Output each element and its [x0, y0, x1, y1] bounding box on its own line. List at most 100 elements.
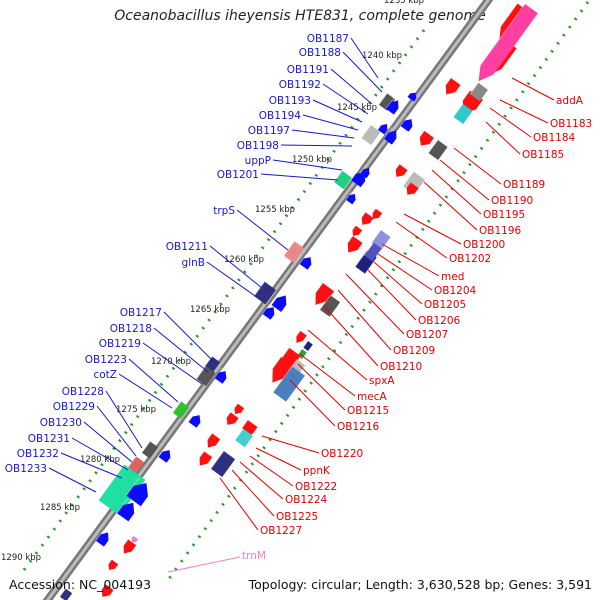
gene-block[interactable] — [253, 281, 276, 305]
reverse-gene-arrow[interactable] — [403, 181, 419, 198]
reverse-gene-arrow[interactable] — [119, 539, 137, 556]
forward-gene-arrow[interactable] — [214, 367, 229, 384]
gene-label-forward[interactable]: glnB — [182, 257, 205, 269]
reverse-gene-arrow[interactable] — [441, 77, 461, 98]
gene-label-reverse[interactable]: OB1195 — [483, 209, 525, 221]
gene-label-reverse[interactable]: spxA — [369, 375, 395, 387]
gene-block[interactable] — [469, 82, 488, 102]
forward-gene-arrow[interactable] — [377, 121, 390, 135]
gene-label-forward[interactable]: OB1192 — [279, 79, 321, 91]
gene-label-forward[interactable]: OB1198 — [237, 140, 279, 152]
reverse-gene-arrow[interactable] — [358, 211, 374, 228]
gene-label-forward[interactable]: OB1197 — [248, 125, 290, 137]
gene-label-reverse[interactable]: OB1200 — [463, 239, 505, 251]
forward-gene-arrow[interactable] — [125, 477, 153, 507]
gene-block[interactable] — [428, 139, 448, 160]
gene-block[interactable] — [363, 242, 382, 262]
gene-label-reverse[interactable]: mecA — [357, 391, 387, 403]
gene-label-reverse[interactable]: OB1222 — [295, 481, 337, 493]
gene-label-forward[interactable]: OB1194 — [259, 110, 302, 122]
gene-label-forward[interactable]: cotZ — [93, 369, 117, 381]
forward-gene-arrow[interactable] — [350, 168, 369, 188]
gene-block[interactable] — [98, 464, 146, 516]
gene-label-reverse[interactable]: OB1190 — [491, 195, 533, 207]
reverse-gene-arrow[interactable] — [309, 282, 335, 309]
reverse-gene-arrow[interactable] — [392, 163, 408, 180]
gene-label-reverse[interactable]: OB1225 — [276, 511, 318, 523]
gene-label-reverse[interactable]: OB1205 — [424, 299, 466, 311]
forward-gene-arrow[interactable] — [95, 529, 112, 547]
reverse-gene-arrow[interactable] — [369, 208, 383, 222]
rna-label[interactable]: trnM — [242, 550, 266, 562]
gene-block[interactable] — [59, 588, 73, 600]
gene-label-reverse[interactable]: OB1216 — [337, 421, 380, 433]
gene-label-reverse[interactable]: addA — [556, 95, 584, 107]
gene-block[interactable] — [471, 3, 538, 86]
gene-label-reverse[interactable]: OB1210 — [380, 361, 422, 373]
gene-block[interactable] — [210, 450, 236, 478]
forward-gene-arrow[interactable] — [271, 291, 290, 312]
gene-label-forward[interactable]: OB1219 — [99, 338, 141, 350]
gene-label-forward[interactable]: OB1223 — [85, 354, 127, 366]
gene-block[interactable] — [129, 535, 139, 544]
gene-block[interactable] — [319, 294, 341, 317]
gene-label-forward[interactable]: OB1187 — [307, 33, 349, 45]
gene-label-forward[interactable]: OB1191 — [287, 64, 329, 76]
reverse-gene-arrow[interactable] — [349, 225, 363, 239]
reverse-gene-arrow[interactable] — [265, 356, 295, 387]
gene-label-reverse[interactable]: OB1202 — [449, 253, 491, 265]
forward-gene-arrow[interactable] — [383, 127, 400, 145]
reverse-gene-arrow[interactable] — [98, 583, 114, 600]
gene-label-forward[interactable]: OB1228 — [62, 386, 104, 398]
forward-gene-arrow[interactable] — [345, 191, 358, 205]
gene-label-forward[interactable]: OB1201 — [217, 169, 259, 181]
reverse-gene-arrow[interactable] — [203, 433, 221, 450]
gene-label-reverse[interactable]: OB1209 — [393, 345, 435, 357]
forward-gene-arrow[interactable] — [116, 498, 139, 522]
gene-label-reverse[interactable]: ppnK — [303, 465, 331, 477]
gene-label-reverse[interactable]: OB1227 — [260, 525, 302, 537]
gene-block[interactable] — [453, 103, 473, 124]
gene-block[interactable] — [302, 340, 313, 351]
reverse-gene-arrow[interactable] — [456, 90, 483, 117]
gene-label-reverse[interactable]: OB1189 — [503, 179, 545, 191]
gene-block[interactable] — [283, 240, 305, 263]
gene-label-reverse[interactable]: OB1196 — [479, 225, 522, 237]
gene-label-forward[interactable]: OB1230 — [40, 417, 82, 429]
reverse-gene-arrow[interactable] — [105, 559, 119, 573]
gene-label-reverse[interactable]: OB1185 — [522, 149, 564, 161]
gene-label-reverse[interactable]: OB1206 — [418, 315, 461, 327]
forward-gene-arrow[interactable] — [299, 253, 314, 270]
forward-gene-arrow[interactable] — [262, 303, 277, 320]
gene-block[interactable] — [361, 124, 381, 145]
gene-block[interactable] — [272, 366, 305, 402]
reverse-gene-arrow[interactable] — [223, 411, 239, 428]
gene-label-reverse[interactable]: OB1224 — [285, 494, 328, 506]
gene-block[interactable] — [141, 441, 159, 459]
gene-label-forward[interactable]: OB1211 — [166, 241, 208, 253]
gene-label-forward[interactable]: OB1193 — [269, 95, 311, 107]
gene-label-reverse[interactable]: OB1184 — [533, 132, 576, 144]
gene-label-forward[interactable]: OB1231 — [28, 433, 70, 445]
forward-gene-arrow[interactable] — [400, 115, 415, 132]
forward-gene-arrow[interactable] — [188, 411, 203, 428]
gene-label-reverse[interactable]: OB1220 — [321, 448, 363, 460]
gene-label-forward[interactable]: OB1233 — [5, 463, 47, 475]
forward-gene-arrow[interactable] — [385, 97, 402, 115]
gene-label-reverse[interactable]: OB1215 — [347, 405, 389, 417]
reverse-gene-arrow[interactable] — [195, 451, 213, 468]
gene-label-forward[interactable]: trpS — [213, 205, 235, 217]
gene-label-forward[interactable]: OB1218 — [110, 323, 152, 335]
gene-label-forward[interactable]: uppP — [245, 155, 271, 167]
gene-block[interactable] — [196, 365, 216, 386]
forward-gene-arrow[interactable] — [359, 165, 372, 179]
reverse-gene-arrow[interactable] — [343, 235, 363, 256]
gene-label-forward[interactable]: OB1217 — [120, 307, 162, 319]
gene-block[interactable] — [378, 93, 396, 111]
gene-block[interactable] — [127, 456, 145, 474]
reverse-gene-arrow[interactable] — [292, 330, 307, 345]
gene-label-reverse[interactable]: med — [441, 271, 464, 283]
gene-label-forward[interactable]: OB1229 — [53, 401, 95, 413]
gene-block[interactable] — [172, 401, 190, 419]
reverse-gene-arrow[interactable] — [415, 130, 434, 149]
